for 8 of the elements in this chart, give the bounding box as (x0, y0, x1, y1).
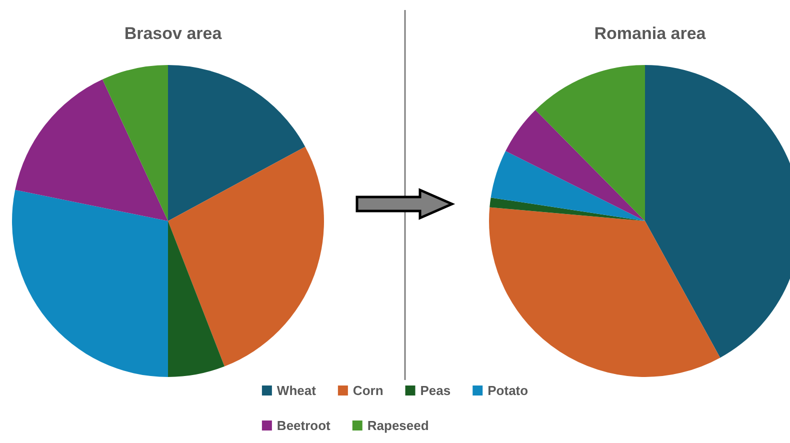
legend-label: Potato (488, 383, 528, 398)
slice-label: Brasov area (124, 24, 222, 43)
legend-label: Rapeseed (367, 418, 429, 433)
legend-label: Wheat (276, 383, 317, 398)
legend-label: Corn (352, 383, 384, 398)
legend-label: Peas (420, 383, 451, 398)
slice-label: Romania area (594, 24, 706, 43)
legend-label: Beetroot (276, 418, 332, 433)
